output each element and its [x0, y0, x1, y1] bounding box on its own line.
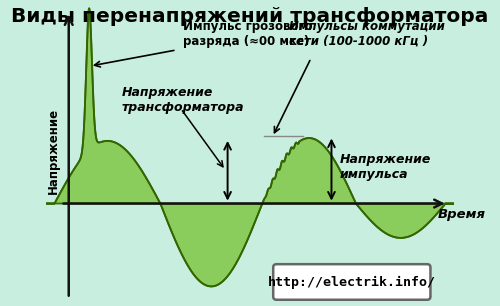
Text: Импульс грозового
разряда (≈00 мкс): Импульс грозового разряда (≈00 мкс) [183, 20, 312, 47]
Text: Напряжение: Напряжение [47, 108, 60, 194]
Text: Время: Время [438, 208, 486, 221]
FancyBboxPatch shape [273, 264, 430, 300]
Text: Виды перенапряжений трансформатора: Виды перенапряжений трансформатора [12, 7, 488, 26]
Text: http://electrik.info/: http://electrik.info/ [268, 275, 436, 289]
Text: Напряжение
трансформатора: Напряжение трансформатора [122, 86, 244, 114]
Text: Напряжение
импульса: Напряжение импульса [340, 153, 431, 181]
Text: Импульсы коммутации
сети (100-1000 кГц ): Импульсы коммутации сети (100-1000 кГц ) [288, 20, 444, 47]
